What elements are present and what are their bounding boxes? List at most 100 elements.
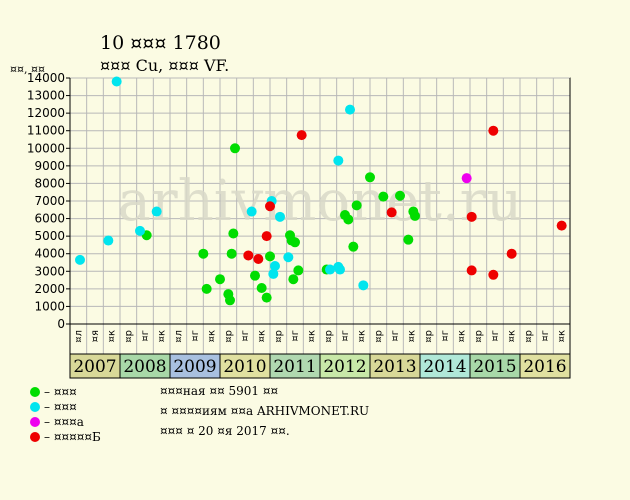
footer-average-price: ¤¤¤ная ¤¤ 5901 ¤¤ [160,384,279,398]
y-tick-label: 12000 [27,106,65,120]
data-point [75,254,85,265]
data-point [275,211,285,222]
x-quarter-label: ¤к [357,330,368,342]
data-point [335,264,345,275]
data-point [488,125,499,136]
x-quarter-label: ¤р [323,330,334,343]
data-point [506,248,517,259]
x-quarter-label: ¤я [90,330,101,342]
x-quarter-label: ¤г [490,330,501,342]
x-quarter-label: ¤г [240,330,251,342]
data-point [293,265,304,276]
x-quarter-label: ¤к [507,330,518,342]
year-band [319,353,371,379]
data-point [343,214,354,225]
x-quarter-label: ¤к [157,330,168,342]
year-label: 2010 [223,357,266,377]
year-label: 2009 [173,357,216,377]
data-point [215,274,225,285]
y-tick-label: 13000 [27,89,65,103]
x-quarter-label: ¤к [207,330,218,342]
y-tick-label: 1000 [34,299,65,313]
x-quarter-label: ¤к [257,330,268,342]
x-quarter-label: ¤к [107,330,118,342]
x-quarter-label: ¤к [557,330,568,342]
data-point [198,248,209,259]
year-label: 2013 [373,357,416,377]
data-point [265,251,275,262]
data-point [288,274,299,285]
x-quarter-label: ¤р [423,330,434,343]
x-quarter-label: ¤р [373,330,384,343]
x-quarter-label: ¤р [523,330,534,343]
y-tick-label: 10000 [27,141,65,155]
year-label: 2007 [73,357,116,377]
legend-item-3: – ¤¤¤¤¤Б [30,430,101,444]
y-tick-label: 8000 [34,176,65,190]
data-point [265,201,275,212]
year-band [369,353,421,379]
y-tick-label: 7000 [34,194,65,208]
legend-label: – ¤¤¤а [44,415,84,429]
y-axis-label: ¤¤, ¤¤ [10,63,45,76]
data-point [345,104,355,115]
y-tick-label: 14000 [27,71,65,85]
x-quarter-label: ¤р [473,330,484,343]
data-point [201,283,212,294]
data-point [225,295,235,306]
x-quarter-label: ¤г [540,330,551,342]
data-point [325,264,335,275]
data-point [461,173,472,184]
data-point [228,228,239,239]
legend-marker-cyan [30,402,40,412]
y-tick-label: 5000 [34,229,65,243]
year-band [269,353,321,379]
y-tick-label: 9000 [34,159,65,173]
legend-item-2: – ¤¤¤а [30,415,84,429]
legend-marker-magenta [30,417,40,427]
data-point [243,250,254,261]
data-point [261,292,272,303]
x-quarter-label: ¤г [190,330,201,342]
x-quarter-label: ¤г [340,330,351,342]
y-tick-label: 0 [57,317,65,331]
year-label: 2008 [123,357,166,377]
data-point [151,206,162,217]
data-point [230,143,240,154]
data-point [270,261,280,272]
data-point [268,268,279,279]
legend-item-0: – ¤¤¤ [30,385,77,399]
data-point [378,191,389,202]
legend-label: – ¤¤¤¤¤Б [44,430,101,444]
data-point [395,190,405,201]
data-point [403,234,414,245]
price-scatter-chart: 0 1000 2000 3000 4000 5000 6000 7000 8000 9000 100… [27,71,571,379]
watermark: arhivmonet.ru [118,169,523,234]
data-point [333,155,344,166]
y-tick-label: 3000 [34,264,65,278]
y-tick-label: 11000 [27,124,65,138]
data-point [250,270,260,281]
data-point [410,210,420,221]
x-quarter-label: ¤г [440,330,451,342]
year-label: 2012 [323,357,366,377]
data-point [226,248,237,259]
data-point [358,280,369,291]
data-point [365,172,375,183]
legend-label: – ¤¤¤ [44,385,77,399]
legend-label: – ¤¤¤ [44,400,77,414]
year-label: 2014 [423,357,466,377]
footer-source: ¤ ¤¤¤¤иям ¤¤а ARHIVMONET.RU [160,404,370,418]
data-point [253,253,264,264]
legend-item-1: – ¤¤¤ [30,400,77,414]
x-quarter-label: ¤р [123,330,134,343]
y-tick-label: 6000 [34,212,65,226]
x-quarter-label: ¤г [140,330,151,342]
data-point [290,237,300,248]
legend-marker-red [30,432,40,442]
x-quarter-label: ¤к [307,330,318,342]
legend-marker-green [30,387,40,397]
data-point [103,235,114,246]
chart-title: 10 ¤¤¤ 1780 [100,32,221,54]
data-point [466,211,477,222]
